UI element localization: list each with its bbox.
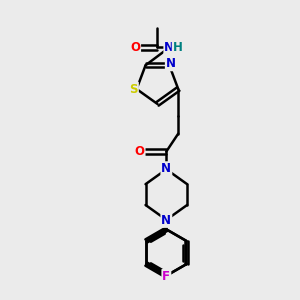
Text: N: N xyxy=(161,162,171,175)
Text: N: N xyxy=(161,214,171,227)
Text: O: O xyxy=(135,145,145,158)
Text: N: N xyxy=(164,41,174,54)
Text: S: S xyxy=(129,82,138,96)
Text: N: N xyxy=(166,57,176,70)
Text: H: H xyxy=(173,41,183,54)
Text: O: O xyxy=(130,41,140,54)
Text: F: F xyxy=(162,270,170,283)
